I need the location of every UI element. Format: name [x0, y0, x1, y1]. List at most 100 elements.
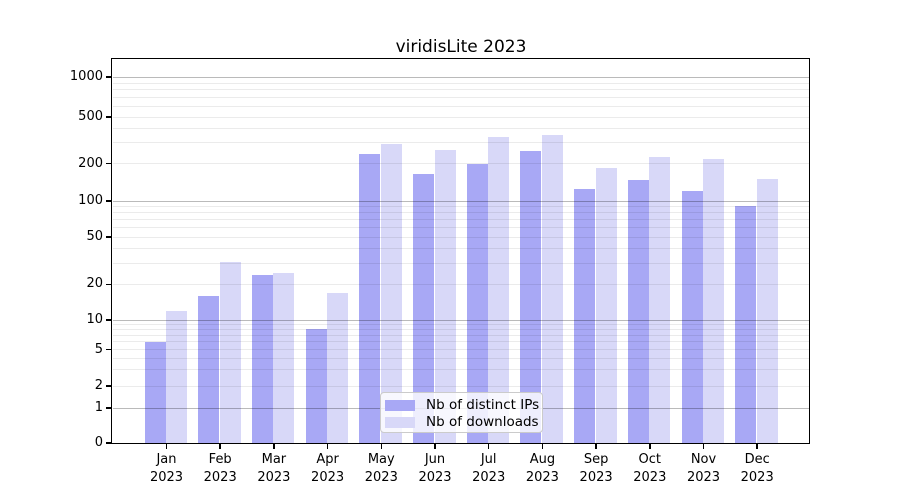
y-tick-mark [106, 319, 112, 321]
bar-distinct-ips-nov [681, 191, 703, 443]
x-tick-year: 2023 [257, 470, 291, 485]
bar-distinct-ips-dec [735, 206, 757, 443]
bar-distinct-ips-sep [574, 188, 596, 443]
bar-downloads-dec [756, 178, 778, 443]
x-tick-mark [273, 444, 275, 449]
gridline-minor [113, 89, 809, 91]
chart-title: viridisLite 2023 [395, 37, 527, 57]
x-tick-label-jun: Jun 2023 [399, 451, 471, 487]
x-tick-mark [702, 444, 705, 449]
gridline-minor [113, 341, 809, 343]
x-tick-month: Jun [424, 452, 446, 467]
gridline-minor [113, 212, 809, 214]
gridline-minor [113, 105, 809, 107]
gridline-minor [113, 283, 809, 285]
gridline-minor [113, 82, 809, 84]
bar-distinct-ips-jul [466, 163, 488, 443]
bar-downloads-feb [219, 261, 241, 443]
legend-entry: Nb of downloads [385, 415, 542, 430]
x-tick-year: 2023 [472, 470, 506, 485]
x-tick-label-jul: Jul 2023 [453, 451, 525, 487]
x-tick-label-apr: Apr 2023 [292, 451, 364, 487]
bar-distinct-ips-jun [413, 173, 434, 443]
y-tick-mark [106, 348, 112, 351]
x-tick-label-nov: Nov 2023 [668, 451, 740, 487]
gridline-major [113, 200, 809, 202]
gridline-minor [113, 357, 809, 359]
x-tick-year: 2023 [525, 470, 559, 485]
x-tick-label-mar: Mar 2023 [238, 451, 310, 487]
x-tick-year: 2023 [311, 470, 345, 485]
bar-downloads-nov [703, 159, 724, 443]
gridline-minor [113, 227, 809, 229]
bar-distinct-ips-feb [198, 295, 220, 443]
y-tick-mark [106, 407, 112, 409]
x-tick-label-sep: Sep 2023 [560, 451, 632, 487]
x-tick-month: Mar [261, 452, 287, 467]
x-tick-month: May [367, 452, 395, 467]
y-tick-label: 1 [94, 400, 103, 415]
x-tick-mark [649, 444, 651, 449]
y-tick-mark [106, 200, 112, 202]
bar-downloads-jul [488, 137, 510, 443]
gridline-minor [113, 205, 809, 207]
bar-downloads-may [380, 143, 402, 443]
x-tick-month: Apr [316, 452, 339, 467]
bar-distinct-ips-mar [251, 274, 273, 443]
gridline-minor [113, 116, 809, 118]
gridline-major [113, 76, 809, 78]
x-tick-mark [434, 444, 436, 449]
x-tick-mark [326, 444, 329, 449]
gridline-minor [113, 236, 809, 238]
y-tick-label: 10 [86, 312, 103, 327]
gridline-minor [113, 163, 809, 164]
x-tick-label-may: May 2023 [345, 451, 417, 487]
gridline-minor [113, 127, 809, 129]
gridline-minor [113, 97, 809, 99]
y-tick-label: 50 [86, 229, 103, 244]
x-tick-year: 2023 [633, 470, 667, 485]
bar-downloads-aug [541, 134, 563, 443]
x-tick-label-dec: Dec 2023 [721, 451, 793, 487]
x-tick-mark [380, 444, 383, 449]
y-tick-label: 0 [94, 435, 103, 450]
x-tick-label-feb: Feb 2023 [184, 451, 256, 487]
x-tick-label-aug: Aug 2023 [506, 451, 578, 487]
legend-swatch-icon [385, 400, 415, 411]
gridline-minor [113, 323, 809, 325]
x-tick-month: Aug [529, 452, 556, 467]
y-tick-mark [106, 236, 112, 238]
y-tick-mark [106, 442, 112, 444]
x-tick-label-jan: Jan 2023 [131, 451, 203, 487]
legend-label: Nb of downloads [426, 414, 539, 430]
bar-distinct-ips-jan [144, 341, 166, 443]
gridline-minor [113, 328, 809, 330]
y-tick-mark [106, 116, 112, 118]
x-tick-month: Sep [583, 452, 609, 467]
x-tick-mark [165, 444, 168, 449]
bar-downloads-jan [166, 310, 187, 443]
gridline-major [113, 319, 809, 321]
x-tick-year: 2023 [418, 470, 452, 485]
bar-distinct-ips-oct [627, 179, 649, 443]
y-tick-label: 100 [78, 193, 103, 208]
bar-downloads-sep [595, 167, 617, 443]
gridline-minor [113, 142, 809, 144]
y-tick-mark [106, 76, 112, 78]
x-tick-year: 2023 [686, 470, 721, 485]
x-tick-month: Feb [208, 452, 232, 467]
legend-swatch-icon [385, 417, 415, 428]
x-tick-month: Dec [744, 452, 770, 467]
y-tick-label: 2 [94, 378, 103, 393]
x-tick-mark [541, 444, 544, 449]
bar-downloads-oct [649, 157, 671, 443]
x-tick-month: Jul [480, 452, 497, 467]
legend-label: Nb of distinct IPs [426, 397, 540, 413]
legend-entry: Nb of distinct IPs [385, 398, 542, 413]
bar-distinct-ips-aug [520, 150, 542, 443]
legend: Nb of distinct IPs Nb of downloads [380, 392, 543, 433]
x-tick-year: 2023 [203, 470, 237, 485]
y-tick-mark [106, 162, 112, 165]
x-tick-mark [219, 444, 221, 449]
